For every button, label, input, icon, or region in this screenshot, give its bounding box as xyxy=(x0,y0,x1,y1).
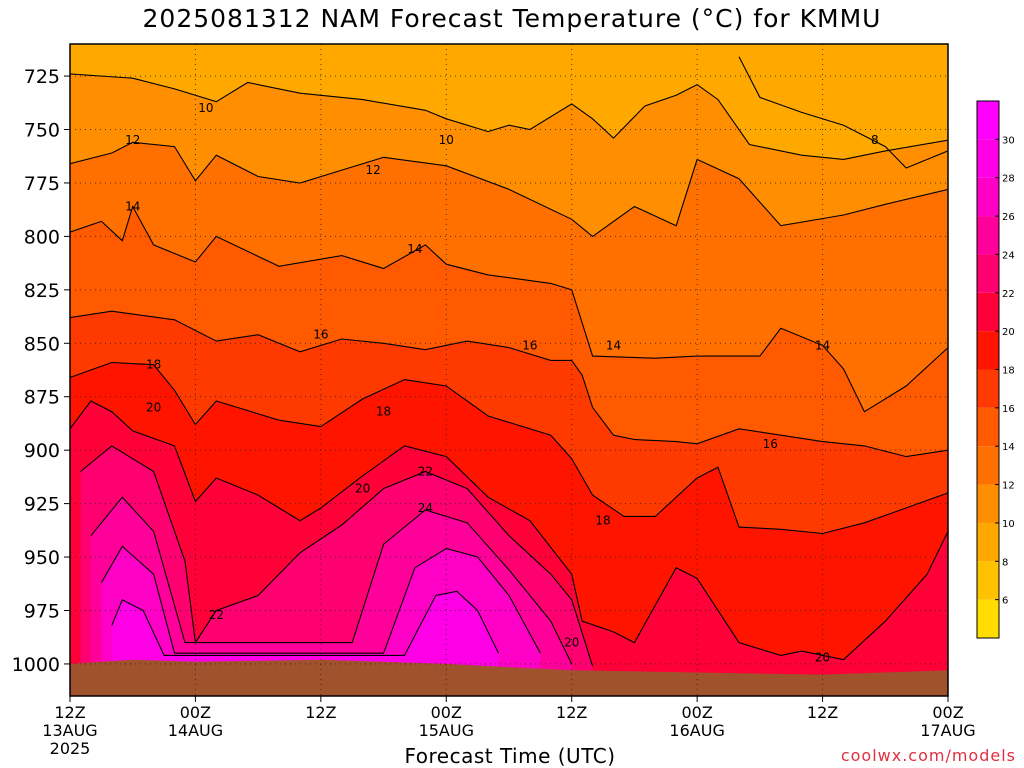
x-tick-label: 00Z xyxy=(932,703,963,722)
x-tick-date: 16AUG xyxy=(669,721,724,740)
colorbar-label: 10 xyxy=(1002,519,1015,530)
x-tick-date: 15AUG xyxy=(419,721,474,740)
x-tick-label: 12Z xyxy=(305,703,336,722)
contour-label-14: 14 xyxy=(125,199,140,213)
isotherm-line-16 xyxy=(70,310,948,458)
contour-label-20: 20 xyxy=(355,482,370,496)
isotherm-line-26 xyxy=(100,545,541,654)
isotherm-line-10 xyxy=(70,73,948,160)
isotherm-line-8 xyxy=(738,56,948,169)
isotherm-line-14 xyxy=(70,205,948,413)
x-axis-label: Forecast Time (UTC) xyxy=(404,744,616,768)
contour-label-24: 24 xyxy=(418,501,433,515)
x-tick-label: 12Z xyxy=(54,703,85,722)
colorbar-label: 28 xyxy=(1002,174,1015,185)
contour-label-8: 8 xyxy=(871,133,879,147)
x-tick-date: 17AUG xyxy=(920,721,975,740)
x-tick-label: 12Z xyxy=(807,703,838,722)
colorbar-label: 22 xyxy=(1002,289,1015,300)
isotherm-line-20 xyxy=(70,400,948,661)
contour-label-18: 18 xyxy=(146,358,161,372)
colorbar-segment-20 xyxy=(977,292,999,332)
contour-label-10: 10 xyxy=(198,101,213,115)
x-tick-date: 13AUG xyxy=(42,721,97,740)
colorbar-segment-26 xyxy=(977,177,999,217)
y-tick-label: 900 xyxy=(24,440,60,462)
contour-label-22: 22 xyxy=(209,608,224,622)
contour-label-18: 18 xyxy=(595,514,610,528)
y-tick-label: 875 xyxy=(24,387,60,409)
source-credit: coolwx.com/models xyxy=(840,746,1016,765)
colorbar-segment-22 xyxy=(977,254,999,293)
contour-label-16: 16 xyxy=(522,338,537,352)
contour-label-22: 22 xyxy=(418,465,433,479)
colorbar-segment-18 xyxy=(977,331,999,370)
plot-frame xyxy=(69,43,949,697)
isotherm-line-24 xyxy=(90,496,573,665)
isotherm-line-22 xyxy=(80,445,594,667)
x-tick-date: 14AUG xyxy=(168,721,223,740)
colorbar-label: 8 xyxy=(1002,557,1008,568)
y-tick-label: 800 xyxy=(24,226,60,248)
colorbar-label: 12 xyxy=(1002,481,1015,492)
y-tick-label: 1000 xyxy=(12,654,60,676)
ground-terrain xyxy=(70,659,948,696)
x-tick-label: 12Z xyxy=(556,703,587,722)
colorbar-label: 26 xyxy=(1002,212,1015,223)
colorbar-segment-28 xyxy=(977,139,999,178)
colorbar-segment-8 xyxy=(977,522,999,562)
colorbar-label: 14 xyxy=(1002,442,1015,453)
contour-label-20: 20 xyxy=(815,651,830,665)
colorbar-segment-6 xyxy=(977,561,999,600)
x-tick-label: 00Z xyxy=(681,703,712,722)
colorbar-segment-14 xyxy=(977,407,999,447)
y-tick-label: 950 xyxy=(24,547,60,569)
y-tick-label: 775 xyxy=(24,173,60,195)
colorbar-segment-10 xyxy=(977,484,999,523)
colorbar-label: 6 xyxy=(1002,596,1008,607)
colorbar-label: 24 xyxy=(1002,250,1015,261)
colorbar-segment-4 xyxy=(977,599,999,638)
contour-label-18: 18 xyxy=(376,405,391,419)
colorbar-segment-24 xyxy=(977,216,999,255)
y-tick-label: 925 xyxy=(24,494,60,516)
colorbar-label: 30 xyxy=(1002,135,1015,146)
x-tick-year: 2025 xyxy=(50,739,91,758)
colorbar-label: 20 xyxy=(1002,327,1015,338)
x-tick-label: 00Z xyxy=(180,703,211,722)
y-tick-label: 725 xyxy=(24,66,60,88)
colorbar-label: 18 xyxy=(1002,366,1015,377)
colorbar-segment-30 xyxy=(977,101,999,140)
contour-label-20: 20 xyxy=(146,400,161,414)
contour-label-14: 14 xyxy=(606,338,621,352)
isotherm-line-12 xyxy=(70,141,948,238)
y-tick-label: 750 xyxy=(24,120,60,142)
contour-label-12: 12 xyxy=(365,163,380,177)
contour-label-16: 16 xyxy=(313,328,328,342)
isotherm-line-28 xyxy=(111,590,499,656)
y-tick-label: 825 xyxy=(24,280,60,302)
contour-fills xyxy=(70,56,948,696)
colorbar-label: 16 xyxy=(1002,404,1015,415)
contour-label-20: 20 xyxy=(564,636,579,650)
y-tick-label: 850 xyxy=(24,333,60,355)
contour-label-14: 14 xyxy=(815,338,830,352)
contour-label-10: 10 xyxy=(439,133,454,147)
contour-label-12: 12 xyxy=(125,133,140,147)
colorbar-segment-12 xyxy=(977,446,999,485)
contour-label-16: 16 xyxy=(763,437,778,451)
y-tick-label: 975 xyxy=(24,600,60,622)
chart-title: 2025081312 NAM Forecast Temperature (°C)… xyxy=(142,4,882,33)
colorbar-segment-16 xyxy=(977,369,999,408)
contour-label-14: 14 xyxy=(407,242,422,256)
x-tick-label: 00Z xyxy=(431,703,462,722)
